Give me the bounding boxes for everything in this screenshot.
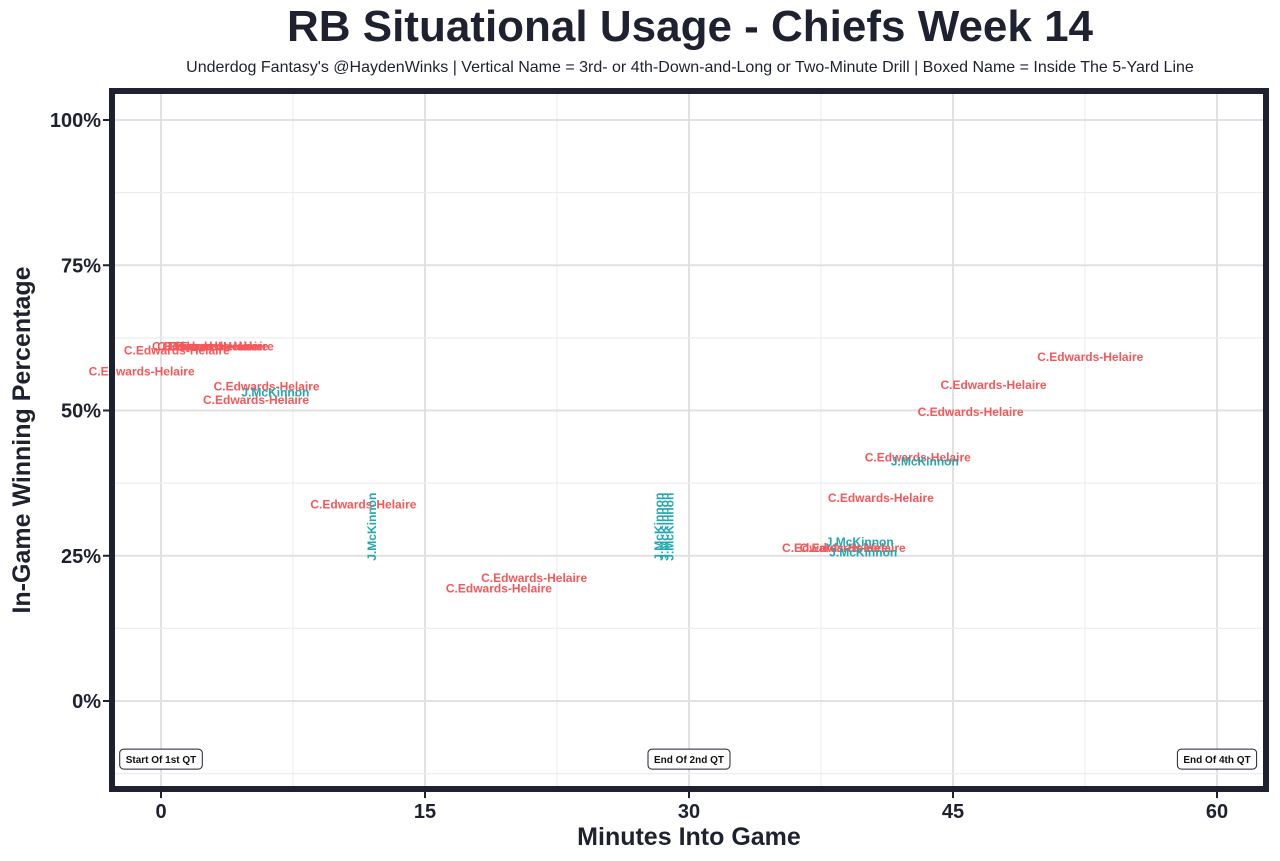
x-tick-label: 45 bbox=[942, 801, 964, 823]
y-tick-label: 50% bbox=[61, 401, 101, 423]
point-label: C.Edwards-Helaire bbox=[168, 340, 274, 354]
y-tick-label: 25% bbox=[61, 546, 101, 568]
point-label: J.McKinnon bbox=[829, 545, 897, 559]
x-tick-label: 30 bbox=[678, 801, 700, 823]
grid bbox=[112, 91, 1266, 789]
point-label: C.Edwards-Helaire bbox=[310, 498, 416, 512]
point-label: J.McKinnon bbox=[365, 493, 379, 561]
point-label: C.Edwards-Helaire bbox=[1037, 350, 1143, 364]
quarter-annotations: Start Of 1st QT End Of 2nd QT End Of 4th Q… bbox=[119, 748, 1258, 770]
point-label: C.Edwards-Helaire bbox=[918, 405, 1024, 419]
point-label: C.Edwards-Helaire bbox=[203, 393, 309, 407]
point-label: J.McKinnon bbox=[241, 385, 309, 399]
point-label: J.McKinnon bbox=[826, 535, 894, 549]
point-label: C.Edwards-Helaire bbox=[782, 541, 888, 555]
quarter-annotation-box bbox=[119, 748, 203, 770]
point-label: C.Edwards-Helaire bbox=[214, 380, 320, 394]
quarter-annotation-text: End Of 2nd QT bbox=[654, 755, 724, 766]
point-label: J.McKinnon bbox=[663, 493, 677, 561]
quarter-annotation: Start Of 1st QT bbox=[119, 748, 203, 770]
chart-title: RB Situational Usage - Chiefs Week 14 bbox=[286, 2, 1094, 51]
point-label: C.Edwards-Helaire bbox=[940, 378, 1046, 392]
point-label: C.Edwards-Helaire bbox=[446, 581, 552, 595]
y-tick-label: 100% bbox=[50, 110, 101, 132]
point-label: C.Edwards-Helaire bbox=[124, 344, 230, 358]
x-axis-title: Minutes Into Game bbox=[577, 823, 801, 851]
axis-ticks: 0 15 30 45 60 0% 25% 50% 75% 100% bbox=[50, 110, 1228, 823]
quarter-annotation-box bbox=[647, 748, 731, 770]
point-labels: C.Edwards-HelaireC.Edwards-HelaireC.Edwa… bbox=[89, 340, 1144, 596]
quarter-annotation-text: Start Of 1st QT bbox=[126, 755, 197, 766]
y-tick-label: 75% bbox=[61, 255, 101, 277]
quarter-annotation-box bbox=[1176, 748, 1258, 770]
point-label: C.Edwards-Helaire bbox=[828, 491, 934, 505]
y-axis-title: In-Game Winning Percentage bbox=[8, 266, 36, 613]
point-label: C.Edwards-Helaire bbox=[865, 451, 971, 465]
point-label: J.McKinnon bbox=[657, 493, 671, 561]
point-label: C.Edwards-Helaire bbox=[152, 340, 258, 354]
point-label: C.Edwards-Helaire bbox=[157, 340, 263, 354]
x-tick-label: 60 bbox=[1206, 801, 1228, 823]
quarter-annotation-text: End Of 4th QT bbox=[1183, 755, 1250, 766]
point-label: J.McKinnon bbox=[652, 493, 666, 561]
point-label: C.Edwards-Helaire bbox=[481, 571, 587, 585]
plot-border bbox=[109, 88, 1269, 792]
chart-subtitle: Underdog Fantasy's @HaydenWinks | Vertic… bbox=[186, 59, 1194, 76]
x-tick-label: 0 bbox=[155, 801, 166, 823]
quarter-annotation: End Of 4th QT bbox=[1176, 748, 1258, 770]
point-label: J.McKinnon bbox=[891, 455, 959, 469]
quarter-annotation: End Of 2nd QT bbox=[647, 748, 731, 770]
x-tick-label: 15 bbox=[414, 801, 436, 823]
y-tick-label: 0% bbox=[72, 691, 101, 713]
point-label: C.Edwards-Helaire bbox=[89, 365, 195, 379]
point-label: C.Edwards-Helaire bbox=[163, 340, 269, 354]
point-label: C.Edwards-Helaire bbox=[800, 541, 906, 555]
